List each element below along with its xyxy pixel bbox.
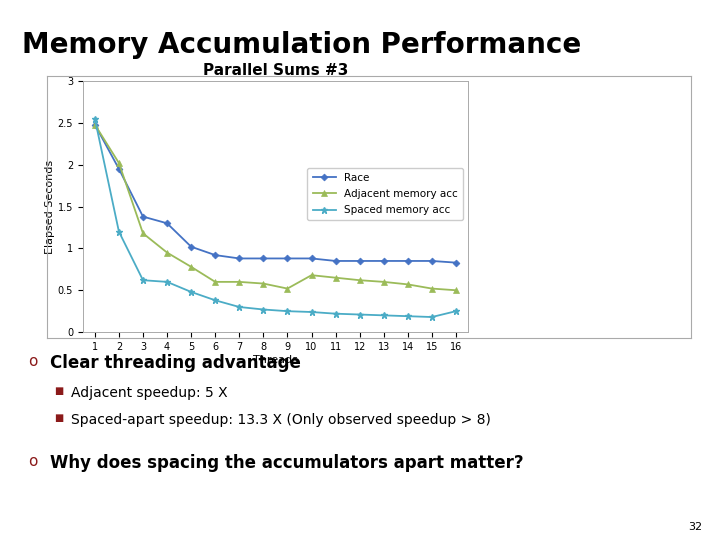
Race — [307, 255, 316, 262]
Spaced memory acc — [307, 309, 316, 315]
Spaced memory acc — [211, 297, 220, 303]
Race — [403, 258, 412, 264]
Text: Why does spacing the accumulators apart matter?: Why does spacing the accumulators apart … — [50, 454, 524, 471]
Race — [259, 255, 268, 262]
Text: o: o — [27, 354, 37, 369]
Spaced memory acc — [163, 279, 171, 285]
Text: Carnegie Mellon: Carnegie Mellon — [606, 8, 709, 19]
Adjacent memory acc — [307, 272, 316, 279]
Adjacent memory acc — [259, 280, 268, 287]
Race — [331, 258, 340, 264]
Line: Adjacent memory acc: Adjacent memory acc — [91, 122, 459, 293]
Race — [114, 166, 123, 172]
Spaced memory acc — [356, 311, 364, 318]
Adjacent memory acc — [186, 264, 195, 270]
Spaced memory acc — [259, 306, 268, 313]
Race — [163, 220, 171, 226]
Spaced memory acc — [331, 310, 340, 317]
Text: ■: ■ — [55, 386, 63, 396]
Y-axis label: Elapsed Seconds: Elapsed Seconds — [45, 159, 55, 254]
Text: Adjacent speedup: 5 X: Adjacent speedup: 5 X — [71, 386, 228, 400]
Legend: Race, Adjacent memory acc, Spaced memory acc: Race, Adjacent memory acc, Spaced memory… — [307, 167, 463, 220]
Adjacent memory acc — [91, 122, 99, 128]
Adjacent memory acc — [428, 285, 436, 292]
Spaced memory acc — [91, 116, 99, 122]
Text: o: o — [27, 454, 37, 469]
Race — [379, 258, 388, 264]
Text: Spaced-apart speedup: 13.3 X (Only observed speedup > 8): Spaced-apart speedup: 13.3 X (Only obser… — [71, 413, 490, 427]
Spaced memory acc — [451, 308, 460, 314]
X-axis label: Threads: Threads — [253, 355, 298, 365]
Spaced memory acc — [283, 308, 292, 314]
Spaced memory acc — [186, 289, 195, 295]
Adjacent memory acc — [356, 277, 364, 284]
Line: Race: Race — [92, 122, 459, 265]
Race — [283, 255, 292, 262]
Text: Clear threading advantage: Clear threading advantage — [50, 354, 301, 372]
Adjacent memory acc — [283, 285, 292, 292]
Adjacent memory acc — [379, 279, 388, 285]
Race — [356, 258, 364, 264]
Spaced memory acc — [379, 312, 388, 319]
Race — [451, 259, 460, 266]
Text: Memory Accumulation Performance: Memory Accumulation Performance — [22, 31, 581, 59]
Text: 32: 32 — [688, 522, 702, 532]
Adjacent memory acc — [403, 281, 412, 288]
Adjacent memory acc — [235, 279, 243, 285]
Spaced memory acc — [139, 277, 148, 284]
Line: Spaced memory acc: Spaced memory acc — [91, 115, 459, 321]
Race — [235, 255, 243, 262]
Adjacent memory acc — [451, 287, 460, 294]
Race — [91, 122, 99, 128]
Race — [428, 258, 436, 264]
Adjacent memory acc — [163, 249, 171, 256]
Title: Parallel Sums #3: Parallel Sums #3 — [203, 63, 348, 78]
Race — [186, 244, 195, 250]
Race — [139, 213, 148, 220]
Spaced memory acc — [114, 228, 123, 235]
Spaced memory acc — [428, 314, 436, 320]
Text: ■: ■ — [55, 413, 63, 423]
Spaced memory acc — [403, 313, 412, 320]
Race — [211, 252, 220, 258]
Adjacent memory acc — [211, 279, 220, 285]
Adjacent memory acc — [331, 274, 340, 281]
Spaced memory acc — [235, 303, 243, 310]
Adjacent memory acc — [114, 160, 123, 166]
Adjacent memory acc — [139, 230, 148, 237]
